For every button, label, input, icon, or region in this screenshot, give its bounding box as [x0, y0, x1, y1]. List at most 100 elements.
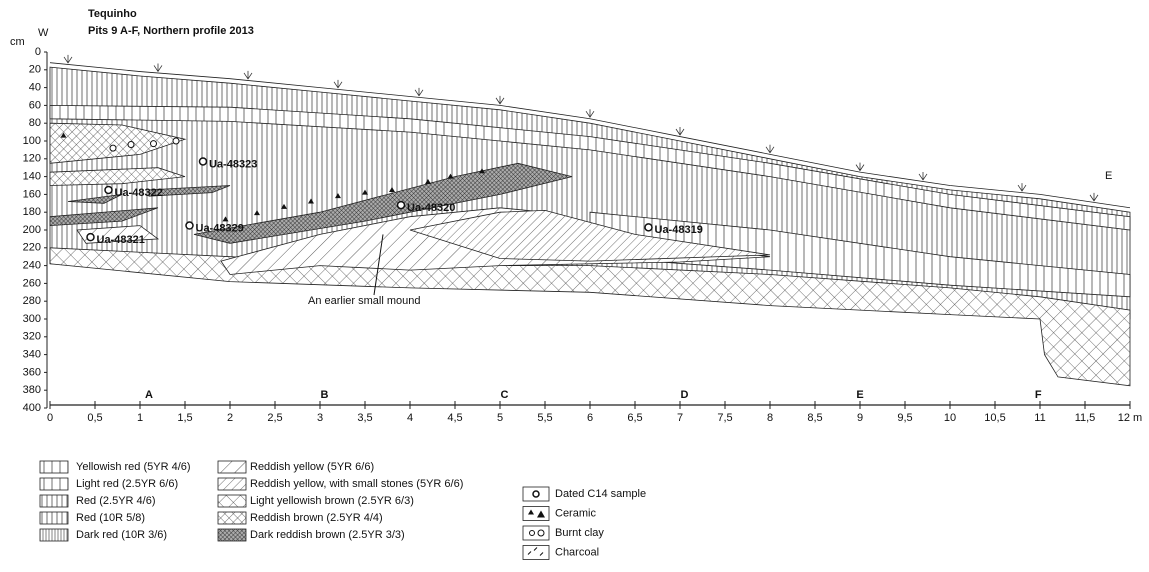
x-tick-label: 2: [227, 412, 233, 424]
x-tick-label: 4: [407, 412, 413, 424]
legend-item: Dark reddish brown (2.5YR 3/3): [218, 529, 405, 541]
legend-label: Yellowish red (5YR 4/6): [76, 461, 191, 473]
pit-label: E: [856, 389, 863, 401]
legend-item: Light red (2.5YR 6/6): [40, 478, 178, 490]
legend-swatch: [218, 461, 246, 473]
legend-label: Charcoal: [555, 546, 599, 558]
y-tick-label: 160: [23, 188, 41, 200]
sample-symbol: [87, 234, 94, 241]
y-tick-label: 0: [35, 46, 41, 58]
legend-item: Red (2.5YR 4/6): [40, 495, 155, 507]
y-tick-label: 40: [29, 82, 41, 94]
y-tick-label: 380: [23, 384, 41, 396]
legend-swatch: [523, 526, 549, 540]
legend-symbol: [538, 530, 544, 536]
x-tick-label: 7,5: [717, 412, 732, 424]
legend-label: Red (2.5YR 4/6): [76, 495, 155, 507]
y-tick-label: 300: [23, 313, 41, 325]
surface-marker: [496, 96, 504, 104]
y-tick-label: 320: [23, 331, 41, 343]
y-tick-label: 340: [23, 349, 41, 361]
y-tick-label: 100: [23, 135, 41, 147]
y-tick-label: 220: [23, 242, 41, 254]
sample-label: Ua-48323: [209, 158, 257, 170]
burnt-clay: [173, 138, 179, 144]
y-tick-label: 180: [23, 206, 41, 218]
x-tick-label: 1: [137, 412, 143, 424]
legend-item: Dark red (10R 3/6): [40, 529, 167, 541]
x-tick-label: 6: [587, 412, 593, 424]
x-tick-label: 0,5: [87, 412, 102, 424]
y-tick-label: 80: [29, 117, 41, 129]
surface-marker: [1090, 193, 1098, 201]
y-tick-label: 140: [23, 171, 41, 183]
surface-marker: [856, 163, 864, 171]
legend-swatch: [40, 478, 68, 490]
sample-label: Ua-48321: [97, 234, 145, 246]
burnt-clay: [151, 141, 157, 147]
y-tick-label: 240: [23, 260, 41, 272]
legend-symbol: [530, 531, 535, 536]
surface-marker: [64, 55, 72, 63]
title: Tequinho: [88, 8, 137, 20]
legend-swatch: [523, 546, 549, 560]
legend-label: Reddish yellow, with small stones (5YR 6…: [250, 478, 463, 490]
surface-marker: [154, 63, 162, 71]
legend-swatch: [40, 529, 68, 541]
sample-label: Ua-48322: [115, 187, 163, 199]
legend-swatch: [218, 478, 246, 490]
x-tick-label: 9,5: [897, 412, 912, 424]
surface-marker: [1018, 183, 1026, 191]
pit-label: C: [501, 389, 509, 401]
legend-label: Reddish brown (2.5YR 4/4): [250, 512, 383, 524]
legend-swatch: [40, 495, 68, 507]
x-tick-label: 11,5: [1075, 412, 1096, 424]
x-tick-label: 3,5: [357, 412, 372, 424]
x-tick-label: 5: [497, 412, 503, 424]
sample-label: Ua-48319: [655, 224, 703, 236]
burnt-clay: [128, 142, 134, 148]
legend-item: Light yellowish brown (2.5YR 6/3): [218, 495, 414, 507]
sample-symbol: [200, 158, 207, 165]
x-tick-label: 8: [767, 412, 773, 424]
y-tick-label: 60: [29, 99, 41, 111]
sample-symbol: [398, 202, 405, 209]
profile-figure: Tequinho Pits 9 A-F, Northern profile 20…: [0, 0, 1149, 572]
burnt-clay: [110, 145, 116, 151]
sample-label: Ua-48320: [407, 202, 455, 214]
y-tick-label: 400: [23, 402, 41, 414]
west-label: W: [38, 27, 49, 39]
legend-item: Ceramic: [523, 507, 596, 521]
y-tick-label: 280: [23, 295, 41, 307]
legend-label: Light red (2.5YR 6/6): [76, 478, 178, 490]
legend-item: Reddish yellow, with small stones (5YR 6…: [218, 478, 463, 490]
legend-item: Yellowish red (5YR 4/6): [40, 461, 191, 473]
surface-marker: [676, 127, 684, 135]
x-tick-label: 6,5: [627, 412, 642, 424]
pit-label: F: [1035, 389, 1042, 401]
sample-symbol: [645, 224, 652, 231]
x-tick-label: 4,5: [447, 412, 462, 424]
legend-swatch: [218, 529, 246, 541]
legend-swatch: [523, 507, 549, 521]
legend-item: Reddish yellow (5YR 6/6): [218, 461, 374, 473]
y-tick-label: 360: [23, 366, 41, 378]
sample-symbol: [105, 186, 112, 193]
legend-swatch: [218, 495, 246, 507]
y-unit: cm: [10, 36, 25, 48]
x-tick-label: 0: [47, 412, 53, 424]
surface-marker: [415, 88, 423, 96]
surface-marker: [244, 71, 252, 79]
y-tick-label: 120: [23, 153, 41, 165]
surface-marker: [766, 145, 774, 153]
legend-label: Dark red (10R 3/6): [76, 529, 167, 541]
legend-label: Reddish yellow (5YR 6/6): [250, 461, 374, 473]
legend-label: Dated C14 sample: [555, 488, 646, 500]
x-tick-label: 9: [857, 412, 863, 424]
x-tick-label: 1,5: [177, 412, 192, 424]
pit-label: A: [145, 389, 153, 401]
legend-label: Burnt clay: [555, 527, 604, 539]
legend-label: Dark reddish brown (2.5YR 3/3): [250, 529, 405, 541]
pit-label: D: [681, 389, 689, 401]
x-tick-label: 5,5: [537, 412, 552, 424]
